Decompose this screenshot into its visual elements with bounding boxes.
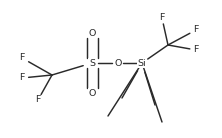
Text: F: F xyxy=(35,95,41,104)
Text: F: F xyxy=(19,74,25,83)
Text: F: F xyxy=(19,54,25,63)
Text: O: O xyxy=(114,59,122,67)
Text: F: F xyxy=(193,46,199,55)
Text: F: F xyxy=(159,14,165,22)
Text: F: F xyxy=(193,26,199,34)
Text: O: O xyxy=(88,88,96,98)
Text: O: O xyxy=(88,29,96,38)
Text: S: S xyxy=(89,59,95,67)
Text: Si: Si xyxy=(138,59,146,67)
